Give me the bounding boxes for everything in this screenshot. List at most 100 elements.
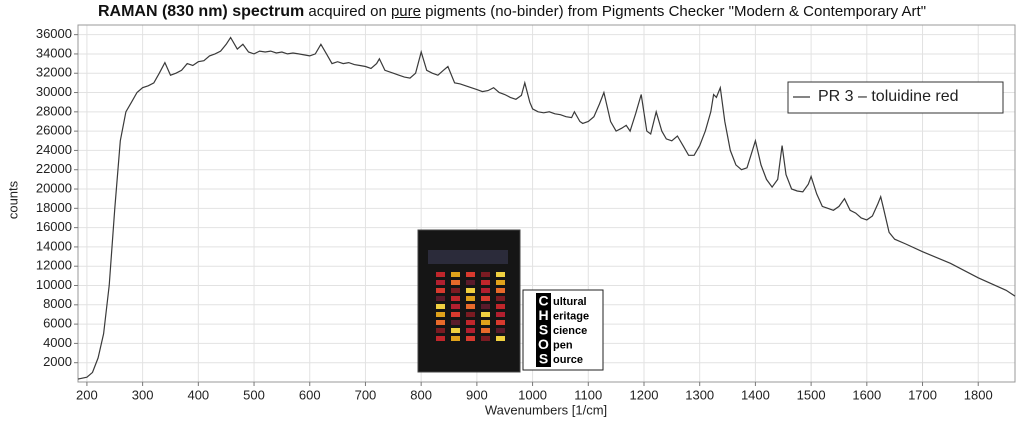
x-tick-label: 800 xyxy=(410,387,432,402)
checker-swatch xyxy=(436,304,445,309)
checker-swatch xyxy=(428,250,508,264)
y-tick-label: 36000 xyxy=(36,26,72,41)
logo-word: pen xyxy=(553,339,573,351)
checker-swatch xyxy=(466,280,475,285)
y-tick-label: 16000 xyxy=(36,219,72,234)
logo-letter: S xyxy=(539,351,548,367)
y-tick-label: 12000 xyxy=(36,258,72,273)
checker-swatch xyxy=(496,320,505,325)
y-tick-label: 34000 xyxy=(36,45,72,60)
y-tick-label: 20000 xyxy=(36,180,72,195)
checker-swatch xyxy=(481,304,490,309)
checker-swatch xyxy=(496,312,505,317)
checker-swatch xyxy=(451,288,460,293)
x-tick-label: 500 xyxy=(243,387,265,402)
checker-swatch xyxy=(481,296,490,301)
checker-swatch xyxy=(466,312,475,317)
y-tick-label: 18000 xyxy=(36,200,72,215)
checker-swatch xyxy=(481,320,490,325)
checker-swatch xyxy=(481,280,490,285)
checker-swatch xyxy=(481,272,490,277)
logo-bar xyxy=(536,293,551,367)
legend-box xyxy=(787,81,1004,114)
checker-swatch xyxy=(496,280,505,285)
logo-checker xyxy=(417,229,521,373)
x-tick-label: 1500 xyxy=(797,387,826,402)
checker-swatch xyxy=(466,296,475,301)
checker-swatches xyxy=(428,250,508,341)
title-text: acquired on xyxy=(308,3,387,20)
checker-swatch xyxy=(466,336,475,341)
checker-swatch xyxy=(466,320,475,325)
x-tick-label: 1400 xyxy=(741,387,770,402)
logo-word: ultural xyxy=(553,296,587,308)
checker-swatch xyxy=(451,312,460,317)
x-tick-label: 1800 xyxy=(964,387,993,402)
checker-swatch xyxy=(451,296,460,301)
x-tick-label: 1000 xyxy=(518,387,547,402)
x-tick-label: 400 xyxy=(187,387,209,402)
y-tick-label: 28000 xyxy=(36,103,72,118)
x-tick-label: 1200 xyxy=(630,387,659,402)
checker-swatch xyxy=(436,320,445,325)
checker-swatch xyxy=(436,336,445,341)
logo-letter: C xyxy=(538,293,548,309)
x-tick-label: 700 xyxy=(355,387,377,402)
checker-swatch xyxy=(436,288,445,293)
checker-swatch xyxy=(481,312,490,317)
logo-letter: H xyxy=(538,307,548,323)
chart-title: RAMAN (830 nm) spectrum xyxy=(97,3,305,20)
checker-swatch xyxy=(451,280,460,285)
y-tick-label: 24000 xyxy=(36,142,72,157)
x-tick-label: 900 xyxy=(466,387,488,402)
logo-word: ource xyxy=(553,354,583,366)
checker-swatch xyxy=(496,304,505,309)
checker-swatch xyxy=(496,272,505,277)
x-tick-label: 600 xyxy=(299,387,321,402)
x-tick-label: 1300 xyxy=(685,387,714,402)
checker-swatch xyxy=(481,328,490,333)
checker-swatch xyxy=(436,328,445,333)
checker-swatch xyxy=(451,272,460,277)
title-text: pigments (no-binder) from Pigments Check… xyxy=(425,3,927,20)
checker-swatch xyxy=(466,328,475,333)
y-tick-label: 2000 xyxy=(43,354,72,369)
checker-swatch xyxy=(496,336,505,341)
checker-swatch xyxy=(466,272,475,277)
checker-swatch xyxy=(436,312,445,317)
checker-swatch xyxy=(436,272,445,277)
checker-swatch xyxy=(466,288,475,293)
checker-swatch xyxy=(481,336,490,341)
y-tick-label: 30000 xyxy=(36,84,72,99)
y-tick-label: 10000 xyxy=(36,277,72,292)
checker-swatch xyxy=(451,336,460,341)
y-tick-label: 6000 xyxy=(43,316,72,331)
x-tick-label: 1600 xyxy=(852,387,881,402)
x-axis-label: Wavenumbers [1/cm] xyxy=(485,402,607,417)
logo-letter: O xyxy=(538,336,549,352)
checker-swatch xyxy=(451,304,460,309)
checker-swatch xyxy=(451,320,460,325)
checker-swatch xyxy=(466,304,475,309)
y-tick-label: 4000 xyxy=(43,335,72,350)
logo-word: cience xyxy=(553,325,587,337)
x-tick-label: 300 xyxy=(132,387,154,402)
spectrum-line xyxy=(77,36,1016,380)
legend: PR 3 – toluidine red xyxy=(787,81,1004,114)
x-tick-label: 1700 xyxy=(908,387,937,402)
checker-swatch xyxy=(496,328,505,333)
y-axis-label: counts xyxy=(5,180,20,219)
plot-frame xyxy=(77,24,1016,383)
checker-swatch xyxy=(481,288,490,293)
x-tick-label: 200 xyxy=(76,387,98,402)
title: RAMAN (830 nm) spectrum acquired on pure… xyxy=(0,3,1024,21)
legend-label: PR 3 – toluidine red xyxy=(818,88,959,105)
checker-swatch xyxy=(496,288,505,293)
y-tick-label: 22000 xyxy=(36,161,72,176)
checker-swatch xyxy=(436,280,445,285)
checker-swatch xyxy=(451,328,460,333)
y-tick-label: 26000 xyxy=(36,123,72,138)
